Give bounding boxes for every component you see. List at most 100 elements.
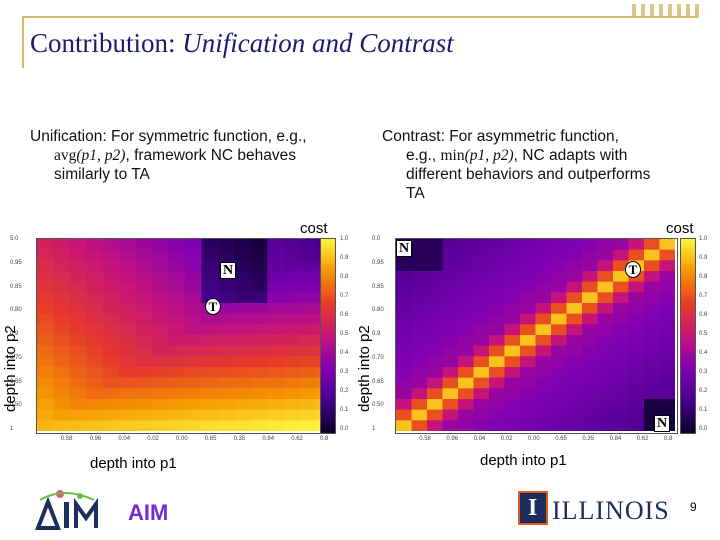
contrast-math-args: (p1, p2) xyxy=(464,147,514,164)
heatmap-cell xyxy=(458,260,475,272)
heatmap-cell xyxy=(37,260,55,272)
heatmap-cell xyxy=(168,409,186,421)
contrast-line3: different behaviors and outperforms xyxy=(406,166,651,183)
heatmap-cell xyxy=(504,335,521,347)
heatmap-cell xyxy=(535,249,552,261)
heatmap-cell xyxy=(597,281,614,293)
heatmap-cell xyxy=(250,292,268,304)
heatmap-cell xyxy=(217,356,235,368)
heatmap-cell xyxy=(597,271,614,283)
heatmap-cell xyxy=(37,377,55,389)
heatmap-cell xyxy=(283,345,301,357)
heatmap-cell xyxy=(597,249,614,261)
heatmap-cell xyxy=(102,367,120,379)
heatmap-cell xyxy=(582,420,599,431)
tick-label: 0.0 xyxy=(699,426,708,432)
heatmap-cell xyxy=(427,345,444,357)
heatmap-cell xyxy=(53,260,71,272)
right-marker-t: T xyxy=(625,261,641,278)
title-frame-dots xyxy=(632,4,702,18)
heatmap-cell xyxy=(597,303,614,315)
heatmap-cell xyxy=(69,292,87,304)
heatmap-cell xyxy=(396,345,413,357)
heatmap-cell xyxy=(458,409,475,421)
contrast-line2-rest: , NC adapts with xyxy=(513,147,628,164)
heatmap-cell xyxy=(152,420,170,431)
heatmap-cell xyxy=(53,249,71,261)
heatmap-cell xyxy=(613,313,630,325)
heatmap-cell xyxy=(152,356,170,368)
contrast-line4: TA xyxy=(406,185,425,202)
heatmap-cell xyxy=(566,409,583,421)
heatmap-cell xyxy=(504,345,521,357)
heatmap-cell xyxy=(520,260,537,272)
heatmap-cell xyxy=(659,292,675,304)
heatmap-cell xyxy=(644,313,661,325)
heatmap-cell xyxy=(250,324,268,336)
heatmap-cell xyxy=(442,409,459,421)
tick-label: 0.8 xyxy=(320,436,329,442)
heatmap-cell xyxy=(613,345,630,357)
heatmap-cell xyxy=(442,356,459,368)
heatmap-cell xyxy=(613,420,630,431)
heatmap-cell xyxy=(53,324,71,336)
heatmap-cell xyxy=(185,313,203,325)
heatmap-cell xyxy=(458,388,475,400)
heatmap-cell xyxy=(582,324,599,336)
heatmap-cell xyxy=(201,324,219,336)
slide-title: Contribution: Unification and Contrast xyxy=(30,28,454,59)
heatmap-cell xyxy=(442,324,459,336)
heatmap-cell xyxy=(659,281,675,293)
heatmap-cell xyxy=(504,292,521,304)
heatmap-cell xyxy=(582,388,599,400)
heatmap-cell xyxy=(628,409,645,421)
heatmap-cell xyxy=(86,420,104,431)
heatmap-cell xyxy=(427,303,444,315)
illinois-letter: I xyxy=(528,495,538,521)
heatmap-cell xyxy=(489,335,506,347)
heatmap-cell xyxy=(566,303,583,315)
tick-label: 0.50 xyxy=(10,402,22,409)
heatmap-cell xyxy=(551,271,568,283)
heatmap-cell xyxy=(102,335,120,347)
heatmap-cell xyxy=(250,239,268,251)
heatmap-cell xyxy=(86,409,104,421)
heatmap-cell xyxy=(102,239,120,251)
heatmap-cell xyxy=(473,313,490,325)
heatmap-cell xyxy=(300,409,318,421)
heatmap-cell xyxy=(283,303,301,315)
right-xticks: 0.58 0.96 0.04 0.02 0.00 0.65 0.35 0.84 0.62 0.8 xyxy=(392,436,678,446)
heatmap-cell xyxy=(37,303,55,315)
heatmap-cell xyxy=(644,388,661,400)
heatmap-cell xyxy=(86,356,104,368)
tick-label: 0.04 xyxy=(118,436,131,442)
heatmap-cell xyxy=(659,377,675,389)
unification-line2-rest: , framework NC behaves xyxy=(125,147,297,164)
heatmap-cell xyxy=(267,324,285,336)
heatmap-cell xyxy=(168,335,186,347)
heatmap-cell xyxy=(102,420,120,431)
right-colorbar xyxy=(680,238,696,434)
tick-label: 0.5 xyxy=(340,331,349,337)
heatmap-cell xyxy=(520,324,537,336)
tick-label: 0.4 xyxy=(340,350,349,356)
heatmap-cell xyxy=(119,324,137,336)
heatmap-cell xyxy=(283,399,301,411)
heatmap-cell xyxy=(396,420,413,431)
heatmap-cell xyxy=(566,239,583,251)
heatmap-cell xyxy=(300,303,318,315)
heatmap-cell xyxy=(551,260,568,272)
heatmap-cell xyxy=(119,239,137,251)
heatmap-cell xyxy=(597,377,614,389)
heatmap-cell xyxy=(217,388,235,400)
heatmap-cell xyxy=(489,281,506,293)
heatmap-cell xyxy=(86,345,104,357)
heatmap-cell xyxy=(69,271,87,283)
heatmap-cell xyxy=(69,367,87,379)
heatmap-cell xyxy=(135,303,153,315)
heatmap-cell xyxy=(613,249,630,261)
heatmap-cell xyxy=(644,335,661,347)
heatmap-cell xyxy=(86,335,104,347)
heatmap-cell xyxy=(427,239,444,251)
heatmap-cell xyxy=(644,303,661,315)
